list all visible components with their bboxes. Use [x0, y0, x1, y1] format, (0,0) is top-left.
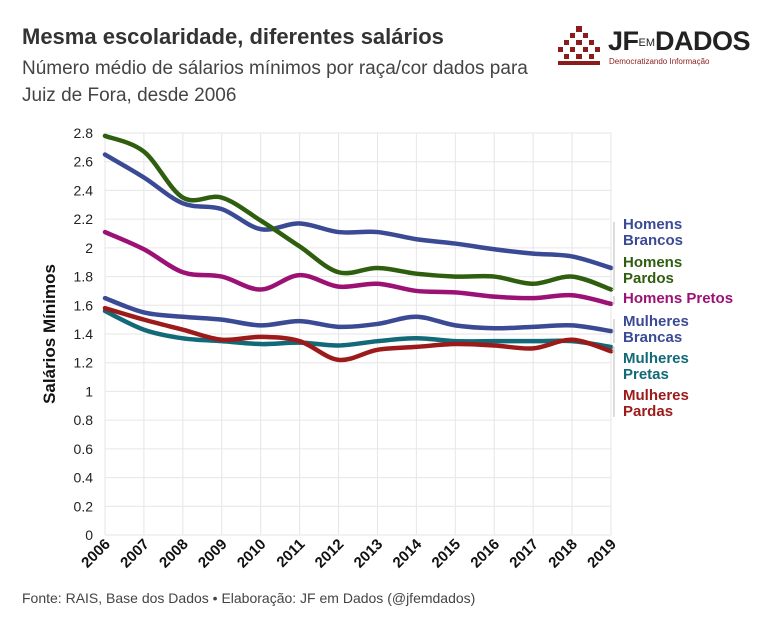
y-tick-label: 2.4: [74, 182, 94, 198]
y-tick-label: 1.2: [74, 355, 94, 371]
x-tick-label: 2014: [390, 535, 426, 571]
x-tick-label: 2017: [506, 536, 542, 572]
x-tick-label: 2006: [78, 536, 114, 572]
y-tick-label: 1.8: [74, 269, 94, 285]
x-tick-label: 2011: [273, 536, 308, 571]
series-line-homens-brancos: [102, 152, 614, 271]
series-label-mulheres-pretas: Pretas: [623, 366, 669, 383]
label-connector: [612, 350, 615, 417]
y-tick-label: 2.6: [74, 154, 94, 170]
series-lines: [102, 133, 614, 363]
chart-title: Mesma escolaridade, diferentes salários: [22, 24, 444, 49]
chart-subtitle: Número médio de sálarios mínimos por raç…: [22, 58, 528, 106]
logo-tagline: Democratizando Informação: [609, 57, 710, 66]
y-tick-label: 0.4: [74, 470, 94, 486]
y-tick-label: 0.6: [74, 441, 94, 457]
grid: [104, 132, 612, 536]
label-connector: [612, 296, 615, 305]
y-tick-label: 2.2: [74, 211, 94, 227]
y-tick-label: 1.6: [74, 297, 94, 313]
y-tick-label: 0.2: [74, 498, 94, 514]
x-tick-label: 2015: [429, 536, 465, 572]
jf-em-dados-logo: JFEMDADOS Democratizando Informação: [556, 24, 756, 68]
y-tick-label: 1.4: [74, 326, 94, 342]
label-connector: [612, 260, 615, 290]
series-line-mulheres-pretas: [102, 308, 614, 350]
y-axis-label: Salários Mínimos: [40, 264, 59, 404]
x-tick-label: 2010: [234, 536, 270, 572]
series-label-homens-pardos: Pardos: [623, 270, 674, 287]
series-label-mulheres-pretas: Mulheres: [623, 350, 689, 367]
x-tick-label: 2007: [117, 536, 153, 572]
series-line-homens-pardos: [102, 133, 614, 292]
y-tick-label: 0: [85, 527, 93, 543]
series-label-homens-pretos: Homens Pretos: [623, 290, 733, 307]
logo-wordmark: JFEMDADOS: [608, 26, 751, 56]
source-note: Fonte: RAIS, Base dos Dados • Elaboração…: [22, 590, 476, 606]
series-label-homens-brancos: Brancos: [623, 232, 683, 249]
series-label-homens-brancos: Homens: [623, 216, 682, 233]
x-tick-label: 2012: [312, 536, 348, 572]
x-tick-label: 2019: [584, 536, 620, 572]
series-label-mulheres-brancas: Brancas: [623, 329, 682, 346]
logo-pattern-icon: [558, 26, 600, 65]
label-connector: [612, 319, 615, 343]
x-tick-label: 2008: [156, 536, 192, 572]
x-tick-label: 2016: [467, 536, 503, 572]
y-tick-label: 0.8: [74, 412, 94, 428]
series-line-mulheres-brancas: [102, 295, 614, 334]
series-line-homens-pretos: [102, 229, 614, 307]
x-tick-label: 2018: [545, 536, 581, 572]
y-tick-label: 2.8: [74, 125, 94, 141]
series-label-mulheres-pardas: Pardas: [623, 403, 673, 420]
series-label-homens-pardos: Homens: [623, 254, 682, 271]
series-line-mulheres-pardas: [102, 305, 614, 363]
series-label-mulheres-brancas: Mulheres: [623, 313, 689, 330]
y-tick-label: 2: [85, 240, 93, 256]
x-tick-label: 2013: [351, 536, 387, 572]
series-label-mulheres-pardas: Mulheres: [623, 387, 689, 404]
x-tick-label: 2009: [195, 536, 231, 572]
y-tick-label: 1: [85, 383, 93, 399]
